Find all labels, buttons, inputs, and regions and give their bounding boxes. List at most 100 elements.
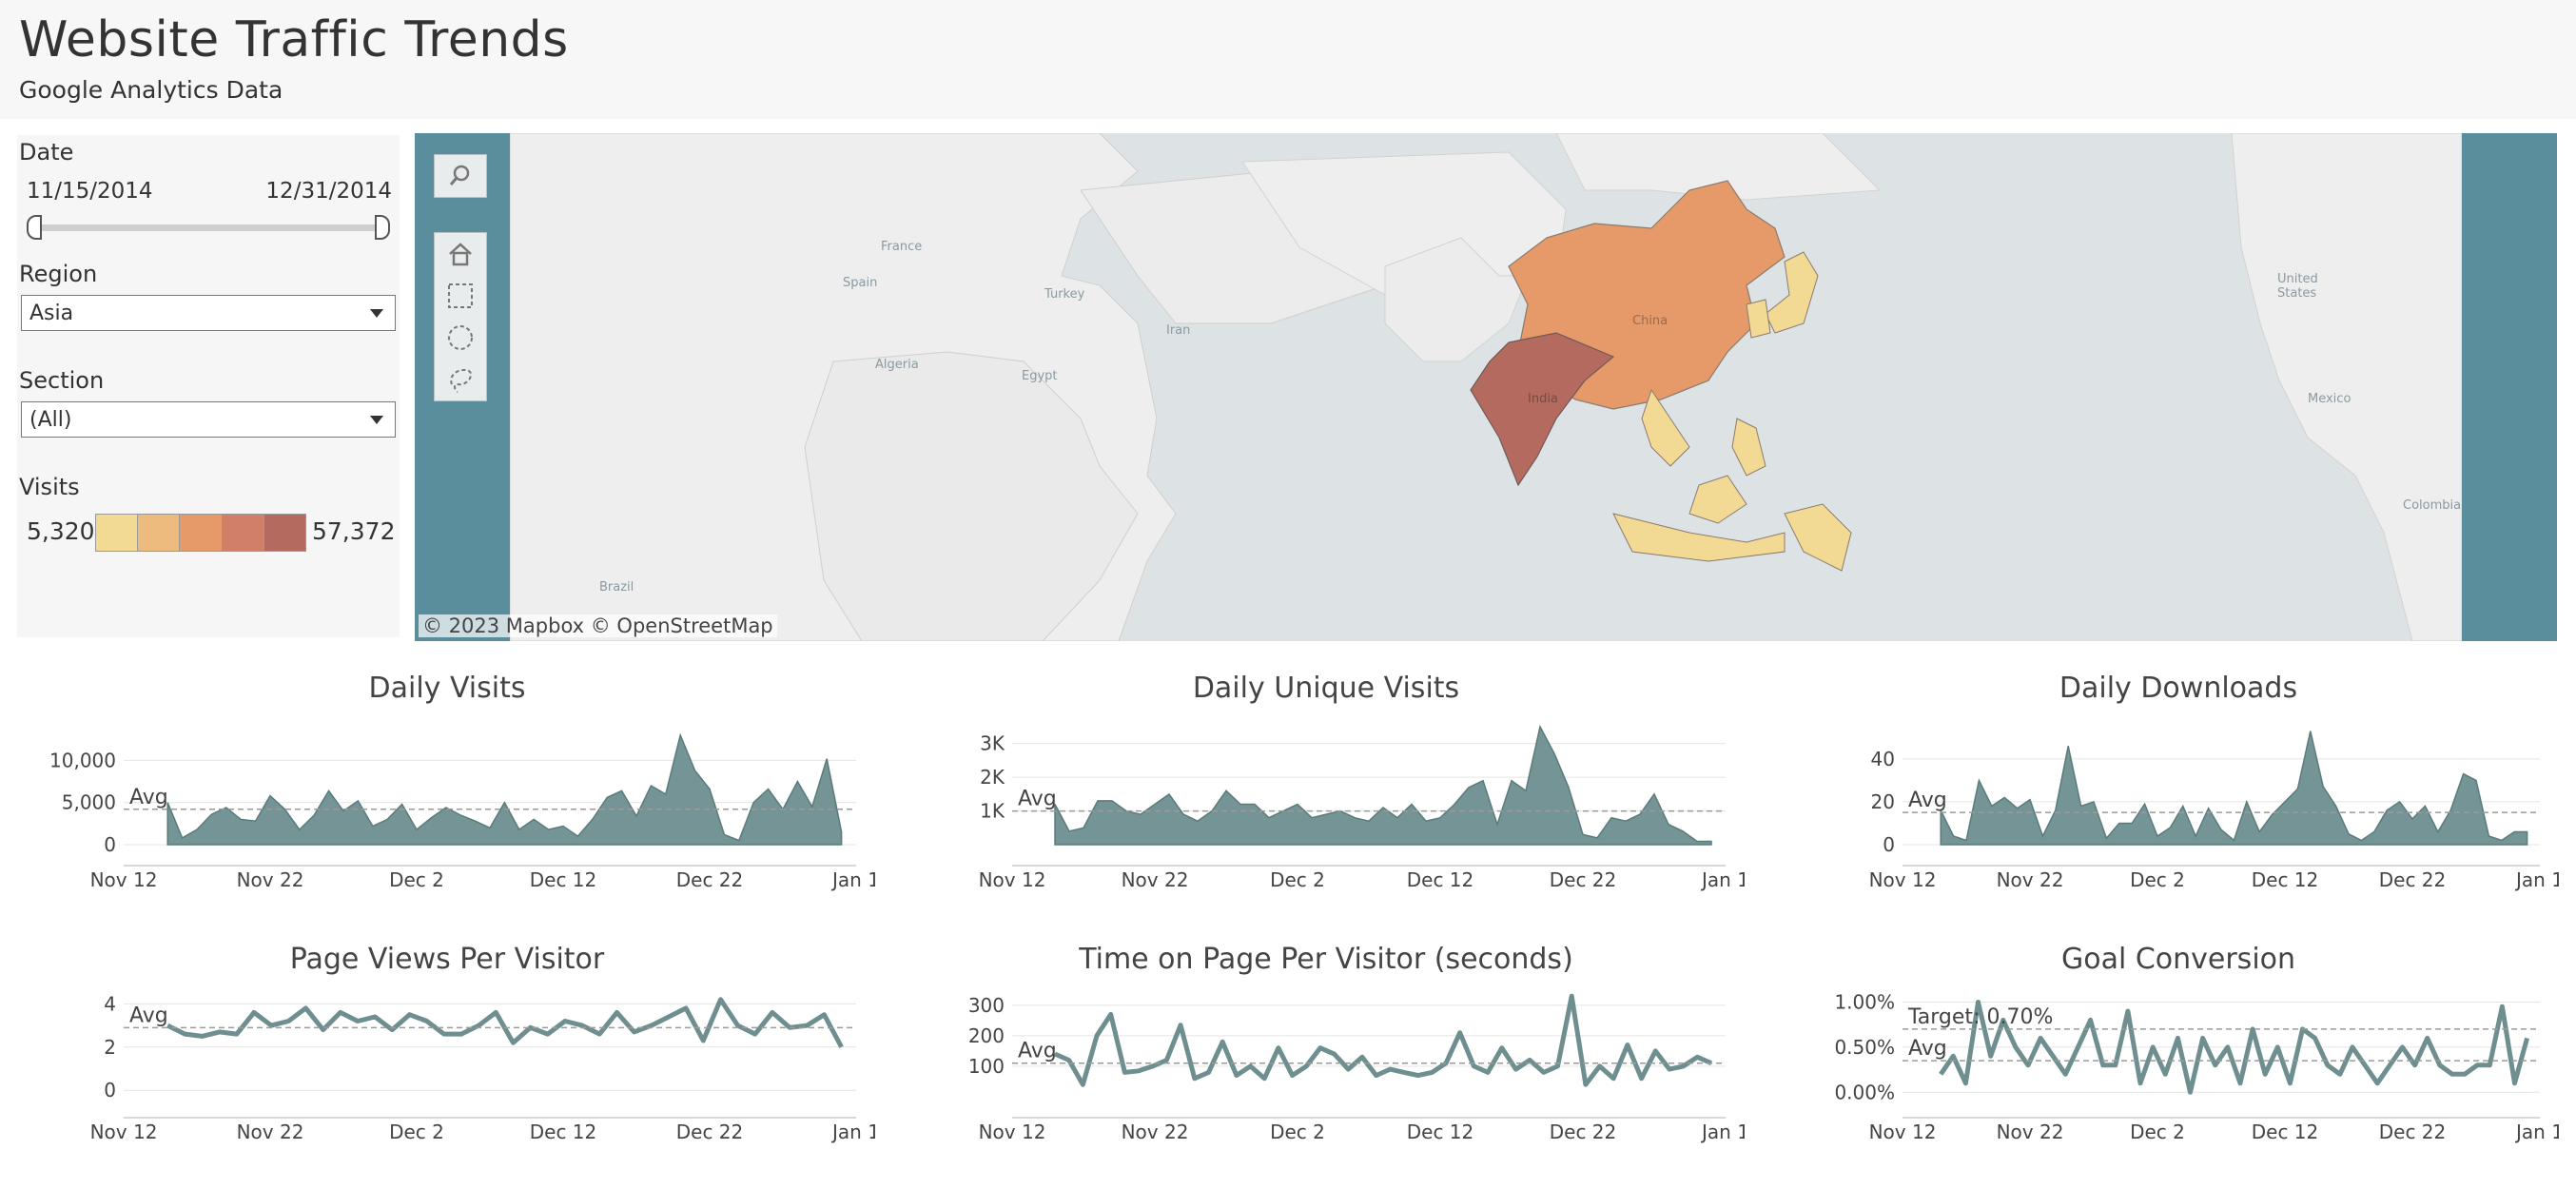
x-tick-label: Dec 2 bbox=[1270, 1121, 1325, 1143]
legend-swatch bbox=[138, 515, 181, 551]
y-tick-label: 3K bbox=[980, 732, 1005, 755]
map-place-label: China bbox=[1632, 314, 1669, 328]
series-area[interactable] bbox=[1054, 724, 1712, 846]
date-start-value[interactable]: 11/15/2014 bbox=[27, 179, 153, 204]
x-tick-label: Jan 1 bbox=[830, 1121, 875, 1143]
daily-visits-chart[interactable]: 10,000 5,000 0 Nov 12 Nov 22 Dec 2 Dec 12 Dec 2… bbox=[19, 713, 875, 904]
region-dropdown[interactable]: Asia bbox=[21, 295, 396, 331]
time-on-page-panel: Time on Page Per Visitor (seconds) 300 20… bbox=[907, 937, 1745, 1156]
date-filter-label: Date bbox=[19, 139, 74, 166]
section-selected-value: (All) bbox=[29, 408, 72, 432]
y-tick-label: 0 bbox=[104, 833, 116, 856]
x-tick-label: Dec 12 bbox=[530, 868, 597, 891]
avg-label: Avg bbox=[129, 786, 168, 809]
x-tick-label: Dec 12 bbox=[1407, 1121, 1474, 1143]
region-map[interactable]: France Spain Turkey Iran Algeria Egypt B… bbox=[415, 133, 2557, 641]
daily-visits-panel: Daily Visits 10,000 5,000 0 Nov 12 Nov 22 Dec… bbox=[19, 666, 875, 904]
y-tick-label: 5,000 bbox=[62, 791, 116, 814]
map-place-label: India bbox=[1528, 392, 1558, 406]
x-tick-label: Nov 22 bbox=[1122, 1121, 1189, 1143]
date-slider-end-handle[interactable] bbox=[375, 215, 390, 240]
avg-label: Avg bbox=[1908, 789, 1947, 812]
series-line[interactable] bbox=[1939, 1000, 2530, 1095]
map-region-india bbox=[1470, 332, 1615, 487]
x-tick-label: Dec 22 bbox=[676, 1121, 744, 1143]
radial-select-icon[interactable] bbox=[435, 317, 486, 359]
x-tick-label: Dec 22 bbox=[676, 868, 744, 891]
series-area[interactable] bbox=[166, 732, 843, 846]
x-tick-label: Nov 22 bbox=[237, 868, 304, 891]
map-search-tool[interactable] bbox=[434, 154, 487, 198]
chart-title: Page Views Per Visitor bbox=[289, 943, 605, 976]
y-tick-label: 1.00% bbox=[1834, 990, 1895, 1013]
page-views-chart[interactable]: 4 2 0 Nov 12 Nov 22 Dec 2 Dec 12 Dec 22 Jan 1 Avg bbox=[19, 980, 875, 1156]
x-tick-label: Dec 2 bbox=[2130, 868, 2185, 891]
dashboard-header: Website Traffic Trends Google Analytics … bbox=[0, 0, 2576, 119]
section-dropdown[interactable]: (All) bbox=[21, 401, 396, 438]
section-filter-label: Section bbox=[19, 367, 105, 394]
legend-swatch bbox=[96, 515, 139, 551]
x-tick-label: Jan 1 bbox=[2514, 868, 2559, 891]
x-tick-label: Nov 22 bbox=[1122, 868, 1189, 891]
x-tick-label: Dec 12 bbox=[1407, 868, 1474, 891]
legend-swatch bbox=[222, 515, 264, 551]
x-tick-label: Dec 12 bbox=[2252, 868, 2319, 891]
x-tick-label: Dec 2 bbox=[389, 868, 444, 891]
time-on-page-chart[interactable]: 300 200 100 Nov 12 Nov 22 Dec 2 Dec 12 Dec 22 Ja… bbox=[907, 980, 1745, 1156]
map-place-label: United States bbox=[2277, 272, 2318, 301]
x-tick-label: Nov 12 bbox=[979, 868, 1046, 891]
daily-downloads-chart[interactable]: 40 20 0 Nov 12 Nov 22 Dec 2 Dec 12 Dec 22 Jan 1 A… bbox=[1798, 713, 2559, 904]
goal-conversion-panel: Goal Conversion 1.00% 0.50% 0.00% Nov 12 Nov… bbox=[1798, 937, 2559, 1156]
home-icon[interactable] bbox=[435, 233, 486, 275]
page-title: Website Traffic Trends bbox=[19, 11, 569, 68]
series-line[interactable] bbox=[1054, 993, 1712, 1087]
page-views-panel: Page Views Per Visitor 4 2 0 Nov 12 Nov 22 De… bbox=[19, 937, 875, 1156]
x-tick-label: Dec 22 bbox=[1550, 1121, 1617, 1143]
x-tick-label: Dec 12 bbox=[2252, 1121, 2319, 1143]
search-icon[interactable] bbox=[435, 155, 486, 197]
map-place-label: Turkey bbox=[1044, 287, 1085, 302]
daily-unique-visits-chart[interactable]: 3K 2K 1K Nov 12 Nov 22 Dec 2 Dec 12 Dec 22 Jan 1… bbox=[907, 713, 1745, 904]
x-tick-label: Nov 12 bbox=[90, 868, 158, 891]
daily-unique-visits-panel: Daily Unique Visits 3K 2K 1K Nov 12 Nov 22 De… bbox=[907, 666, 1745, 904]
y-tick-label: 2K bbox=[980, 766, 1005, 789]
map-canvas[interactable] bbox=[415, 133, 2557, 641]
visits-color-legend bbox=[95, 514, 306, 552]
filter-panel: Date 11/15/2014 12/31/2014 Region Asia S… bbox=[17, 135, 400, 637]
x-tick-label: Dec 22 bbox=[2379, 1121, 2447, 1143]
series-line[interactable] bbox=[166, 997, 844, 1048]
rect-select-icon[interactable] bbox=[435, 275, 486, 317]
x-tick-label: Dec 22 bbox=[2379, 868, 2447, 891]
map-attribution: © 2023 Mapbox © OpenStreetMap bbox=[419, 614, 777, 637]
series-area[interactable] bbox=[1940, 731, 2528, 846]
y-tick-label: 1K bbox=[980, 800, 1005, 823]
y-tick-label: 300 bbox=[968, 994, 1005, 1017]
avg-label: Avg bbox=[1908, 1037, 1947, 1061]
chart-title: Daily Visits bbox=[368, 672, 526, 705]
avg-label: Avg bbox=[1018, 788, 1057, 811]
lasso-select-icon[interactable] bbox=[435, 359, 486, 400]
date-slider-start-handle[interactable] bbox=[27, 215, 42, 240]
visits-legend-max: 57,372 bbox=[312, 517, 396, 545]
chart-title: Daily Unique Visits bbox=[1192, 672, 1460, 705]
y-tick-label: 0 bbox=[1883, 833, 1895, 856]
map-place-label: Brazil bbox=[599, 580, 634, 594]
map-right-edge bbox=[2462, 133, 2557, 641]
page-subtitle: Google Analytics Data bbox=[19, 76, 283, 104]
date-range-slider[interactable] bbox=[32, 224, 382, 231]
x-tick-label: Nov 22 bbox=[237, 1121, 304, 1143]
chart-title: Daily Downloads bbox=[2059, 672, 2298, 705]
date-end-value[interactable]: 12/31/2014 bbox=[265, 179, 392, 204]
region-selected-value: Asia bbox=[29, 302, 74, 325]
chevron-down-icon bbox=[370, 416, 383, 424]
x-tick-label: Nov 12 bbox=[979, 1121, 1046, 1143]
x-tick-label: Nov 12 bbox=[1869, 1121, 1937, 1143]
y-tick-label: 0.00% bbox=[1834, 1081, 1895, 1103]
y-tick-label: 4 bbox=[104, 992, 116, 1015]
visits-legend-label: Visits bbox=[19, 474, 80, 500]
x-tick-label: Jan 1 bbox=[830, 868, 875, 891]
x-tick-label: Dec 2 bbox=[1270, 868, 1325, 891]
goal-conversion-chart[interactable]: 1.00% 0.50% 0.00% Nov 12 Nov 22 Dec 2 Dec 12 De… bbox=[1798, 980, 2559, 1156]
map-place-label: Colombia bbox=[2403, 498, 2462, 513]
x-tick-label: Nov 22 bbox=[1997, 868, 2064, 891]
